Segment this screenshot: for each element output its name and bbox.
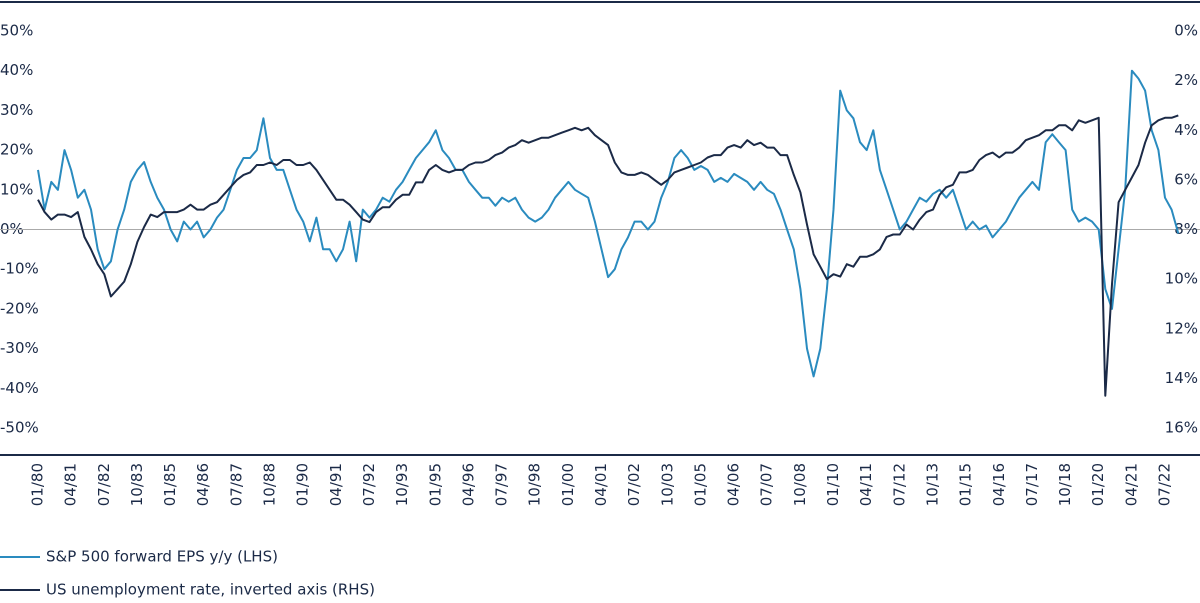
x-tick-label: 04/11 (857, 463, 875, 506)
y-tick-label: 40% (0, 61, 33, 79)
y-tick-label: -40% (0, 379, 39, 397)
x-tick-label: 04/16 (990, 463, 1008, 506)
x-tick-label: 01/90 (294, 463, 312, 506)
x-tick-label: 04/96 (459, 463, 477, 506)
x-tick-label: 10/98 (526, 463, 544, 506)
y-tick-label: 20% (0, 141, 33, 159)
x-tick-label: 07/22 (1156, 463, 1174, 506)
x-tick-label: 07/97 (493, 463, 511, 506)
x-tick-label: 01/20 (1089, 463, 1107, 506)
y2-tick-label: 10% (1165, 270, 1198, 288)
x-tick-label: 10/88 (261, 463, 279, 506)
y2-tick-label: 4% (1174, 121, 1198, 139)
x-tick-label: 10/83 (128, 463, 146, 506)
y2-tick-label: 6% (1174, 170, 1198, 188)
x-tick-label: 04/21 (1122, 463, 1140, 506)
x-tick-label: 01/10 (824, 463, 842, 506)
x-tick-label: 01/15 (957, 463, 975, 506)
series-line (37, 69, 1180, 378)
y-tick-label: -20% (0, 299, 39, 317)
x-tick-label: 01/00 (559, 463, 577, 506)
x-tick-label: 10/93 (393, 463, 411, 506)
y2-tick-label: 0% (1174, 22, 1198, 40)
y-tick-label: 50% (0, 22, 33, 40)
x-tick-label: 04/81 (62, 463, 80, 506)
x-tick-label: 07/12 (890, 463, 908, 506)
x-tick-label: 04/86 (194, 463, 212, 506)
x-tick-label: 04/01 (592, 463, 610, 506)
y2-tick-label: 14% (1165, 369, 1198, 387)
legend-label: S&P 500 forward EPS y/y (LHS) (46, 548, 278, 566)
x-tick-label: 07/82 (95, 463, 113, 506)
x-tick-label: 04/06 (725, 463, 743, 506)
y-tick-label: 10% (0, 180, 33, 198)
y-tick-label: -30% (0, 339, 39, 357)
legend-label: US unemployment rate, inverted axis (RHS… (46, 581, 375, 599)
y-tick-label: -50% (0, 419, 39, 437)
x-tick-label: 10/13 (923, 463, 941, 506)
x-tick-label: 07/07 (758, 463, 776, 506)
y2-tick-label: 16% (1165, 419, 1198, 437)
y2-tick-label: 12% (1165, 319, 1198, 337)
y2-tick-label: 2% (1174, 71, 1198, 89)
x-tick-label: 07/87 (227, 463, 245, 506)
x-tick-label: 10/18 (1056, 463, 1074, 506)
x-tick-label: 01/85 (161, 463, 179, 506)
x-tick-label: 10/08 (791, 463, 809, 506)
x-tick-label: 07/92 (360, 463, 378, 506)
x-tick-label: 07/02 (625, 463, 643, 506)
y-tick-label: -10% (0, 260, 39, 278)
series-line (37, 114, 1179, 397)
x-tick-label: 04/91 (327, 463, 345, 506)
y-tick-label: 30% (0, 101, 33, 119)
x-tick-label: 07/17 (1023, 463, 1041, 506)
x-tick-label: 01/80 (29, 463, 47, 506)
x-tick-label: 01/05 (691, 463, 709, 506)
x-tick-label: 01/95 (426, 463, 444, 506)
x-tick-label: 10/03 (658, 463, 676, 506)
y2-tick-label: 8% (1174, 220, 1198, 238)
